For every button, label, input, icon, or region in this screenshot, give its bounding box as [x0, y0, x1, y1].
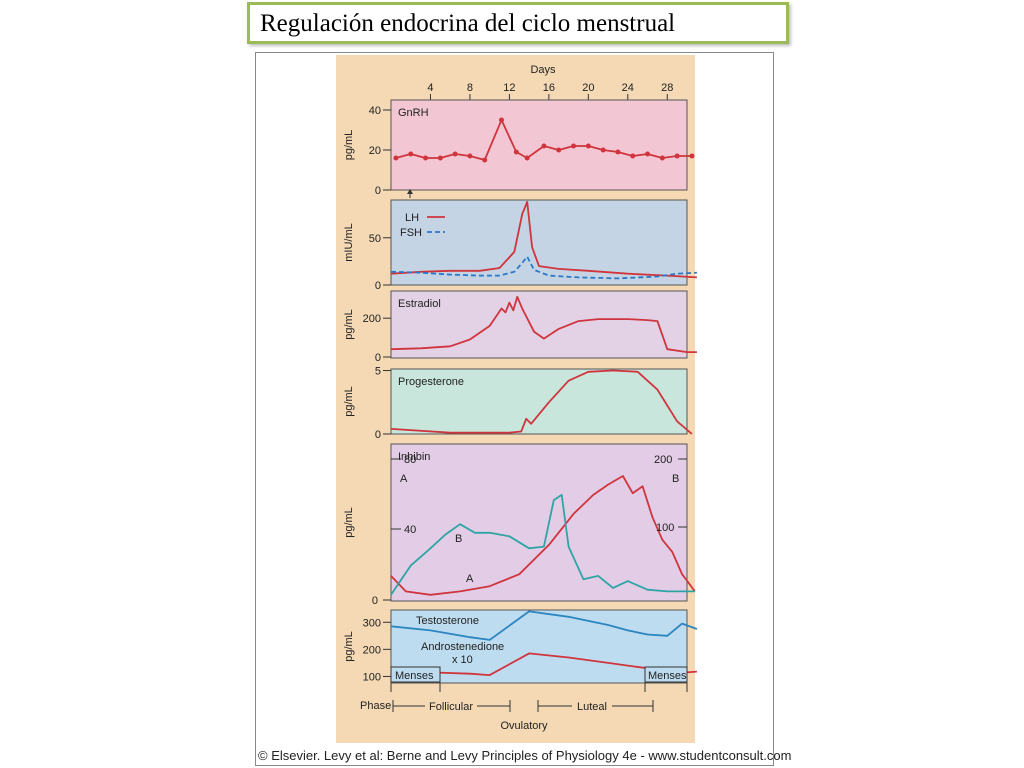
menses-start-label: Menses: [395, 670, 434, 682]
y-tick-label: 0: [375, 429, 381, 441]
gnrh-point: [556, 147, 562, 153]
inhibin-right-200: 200: [654, 454, 672, 466]
gnrh-arrow-head: [407, 189, 413, 194]
series-line-progesterone: [390, 369, 693, 435]
panel-label-inhibin: Inhibin: [398, 451, 430, 463]
panel-label-progesterone: Progesterone: [398, 376, 464, 388]
testosterone-label: Testosterone: [416, 615, 479, 627]
y-axis-label: pg/mL: [343, 309, 355, 340]
gnrh-point: [645, 151, 651, 157]
gnrh-point: [467, 153, 473, 159]
menses-start-box: [390, 666, 441, 683]
days-axis-label: Days: [530, 64, 556, 76]
days-tick-label: 28: [661, 82, 673, 94]
y-tick-label: 20: [369, 145, 381, 157]
gnrh-point: [437, 155, 443, 161]
inhibin-axis-a: A: [400, 473, 408, 485]
slide-title: Regulación endocrina del ciclo menstrual: [260, 10, 676, 37]
legend-fsh-label: FSH: [400, 227, 422, 239]
gnrh-point: [615, 149, 621, 155]
days-tick-label: 8: [467, 82, 473, 94]
gnrh-point: [524, 155, 530, 161]
gnrh-point: [674, 153, 680, 159]
series-line-b: [390, 493, 695, 596]
y-tick-label: 5: [375, 366, 381, 378]
gnrh-point: [499, 117, 505, 123]
gnrh-point: [541, 143, 547, 149]
gnrh-point: [600, 147, 606, 153]
days-tick-label: 12: [503, 82, 515, 94]
days-tick-label: 20: [582, 82, 594, 94]
gnrh-point: [659, 155, 665, 161]
y-tick-label: 200: [363, 644, 381, 656]
gnrh-point: [408, 151, 414, 157]
gnrh-point: [689, 153, 695, 159]
ovulatory-label: Ovulatory: [500, 720, 548, 732]
legend-lh-label: LH: [405, 212, 419, 224]
inhibin-right-100: 100: [656, 522, 674, 534]
menses-end-label: Menses: [648, 670, 687, 682]
series-line-testosterone: [390, 610, 698, 641]
gnrh-point: [513, 149, 519, 155]
series-line-a: [390, 475, 696, 596]
gnrh-point: [423, 155, 429, 161]
inhibin-series-b-label: B: [455, 533, 462, 545]
gnrh-point: [393, 155, 399, 161]
inhibin-left-0: 0: [372, 595, 378, 607]
y-tick-label: 200: [363, 313, 381, 325]
y-tick-label: 0: [375, 280, 381, 292]
y-tick-label: 50: [369, 233, 381, 245]
days-tick-label: 24: [622, 82, 634, 94]
y-axis-label: mIU/mL: [343, 223, 355, 262]
y-tick-label: 40: [369, 105, 381, 117]
panel-progesterone: [390, 368, 688, 435]
days-tick-label: 16: [543, 82, 555, 94]
y-tick-label: 0: [375, 185, 381, 197]
gnrh-point: [482, 157, 488, 163]
panel-gnrh: [390, 99, 688, 191]
inhibin-left-40: 40: [404, 524, 416, 536]
y-tick-label: 300: [363, 617, 381, 629]
y-tick-label: 100: [363, 671, 381, 683]
slide-title-box: Regulación endocrina del ciclo menstrual: [247, 2, 789, 44]
menses-end-box: [644, 666, 688, 683]
gnrh-point: [452, 151, 458, 157]
credit-text: © Elsevier. Levy et al: Berne and Levy P…: [258, 748, 792, 763]
y-axis-label: pg/mL: [343, 507, 355, 538]
gnrh-point: [571, 143, 577, 149]
y-axis-label: pg/mL: [343, 386, 355, 417]
inhibin-left-80: 80: [404, 454, 416, 466]
series-line-lh: [390, 200, 697, 279]
gnrh-point: [630, 153, 636, 159]
panel-inhibin: [390, 443, 688, 602]
follicular-label: Follicular: [429, 701, 473, 713]
inhibin-series-a-label: A: [466, 573, 474, 585]
luteal-label: Luteal: [577, 701, 607, 713]
days-tick-label: 4: [427, 82, 433, 94]
series-line-estradiol: [390, 295, 697, 354]
times-ten-label: x 10: [452, 654, 473, 666]
inhibin-axis-b: B: [672, 473, 679, 485]
y-axis-label: pg/mL: [343, 631, 355, 662]
y-tick-label: 0: [375, 352, 381, 364]
androstenedione-label: Androstenedione: [421, 641, 504, 653]
y-axis-label: pg/mL: [343, 130, 355, 161]
panel-label-estradiol: Estradiol: [398, 298, 441, 310]
panel-label-gnrh: GnRH: [398, 107, 429, 119]
phase-label: Phase: [360, 700, 391, 712]
gnrh-point: [585, 143, 591, 149]
